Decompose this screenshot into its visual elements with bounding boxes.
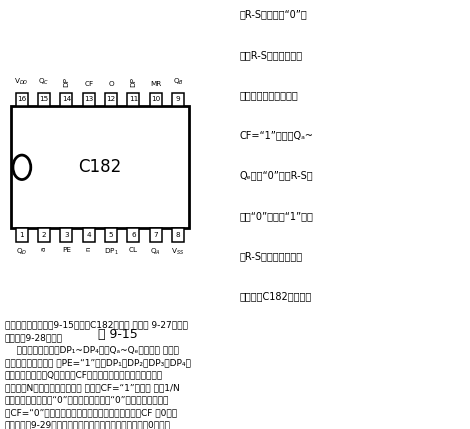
Text: 8: 8: [176, 232, 180, 238]
Text: 一条件，C182的管脚外: 一条件，C182的管脚外: [240, 291, 312, 301]
Text: 发器“0”输出为“1”，这: 发器“0”输出为“1”，这: [240, 211, 313, 221]
Text: V$_{SS}$: V$_{SS}$: [172, 247, 185, 257]
Bar: [83, 228, 95, 242]
Text: 5: 5: [109, 232, 113, 238]
Text: 出R-S触发器。“0”输: 出R-S触发器。“0”输: [240, 10, 307, 20]
Text: 联而设置的。当级联端: 联而设置的。当级联端: [240, 90, 298, 100]
Text: 进行级联N分频器时，不必另加 电路。CF=“1”，电路 具朇1/N: 进行级联N分频器时，不必另加 电路。CF=“1”，电路 具朇1/N: [5, 383, 180, 392]
Text: DP: DP: [63, 77, 70, 87]
Text: CF=“1”，并且Qₐ~: CF=“1”，并且Qₐ~: [240, 130, 313, 140]
Text: 14: 14: [62, 97, 71, 103]
Text: 16: 16: [17, 97, 26, 103]
Text: 4: 4: [86, 232, 91, 238]
Bar: [105, 93, 117, 106]
Text: Qₑ均为“0”时，R-S触: Qₑ均为“0”时，R-S触: [240, 171, 313, 181]
Text: 的数据送到相应的Q输出端。CF为电路的级联控制端，允许电路: 的数据送到相应的Q输出端。CF为电路的级联控制端，允许电路: [5, 371, 163, 380]
Text: MR: MR: [150, 81, 161, 87]
Text: 9: 9: [176, 97, 180, 103]
Bar: [60, 228, 72, 242]
Text: Q$_C$: Q$_C$: [39, 77, 50, 87]
Text: 2: 2: [42, 232, 47, 238]
Bar: [149, 93, 162, 106]
Text: DP: DP: [130, 77, 136, 87]
Text: 引线排列和功用如图9-15所示。C182的真値 表如表 9-27所示，: 引线排列和功用如图9-15所示。C182的真値 表如表 9-27所示，: [5, 321, 188, 330]
Bar: [38, 93, 50, 106]
Text: 计数器的逻辑功能：“0”输出端在减数到全“0”时有正脉冲输出，: 计数器的逻辑功能：“0”输出端在减数到全“0”时有正脉冲输出，: [5, 396, 169, 405]
Text: 12: 12: [106, 97, 116, 103]
Text: 15: 15: [39, 97, 49, 103]
Text: O: O: [108, 81, 114, 87]
Bar: [105, 228, 117, 242]
Bar: [83, 93, 95, 106]
Text: Q$_D$: Q$_D$: [16, 247, 27, 257]
Text: 13: 13: [84, 97, 94, 103]
Bar: [172, 228, 184, 242]
Bar: [11, 106, 189, 228]
Bar: [127, 228, 140, 242]
Bar: [38, 228, 50, 242]
Text: 端关系如表9-29所示），但是按十进制减法循环计数，而0输出一: 端关系如表9-29所示），但是按十进制减法循环计数，而0输出一: [5, 421, 171, 429]
Text: DP$_1$: DP$_1$: [104, 247, 118, 257]
Text: Q$_B$: Q$_B$: [172, 77, 183, 87]
Text: 3: 3: [64, 232, 69, 238]
Bar: [149, 228, 162, 242]
Bar: [60, 93, 72, 106]
Text: 输入端，当预置选通 端PE=“1”时，DP₁、DP₂、DP₃、DP₄上: 输入端，当预置选通 端PE=“1”时，DP₁、DP₂、DP₃、DP₄上: [5, 358, 190, 367]
Text: 10: 10: [151, 97, 160, 103]
Text: 功能如表9-28所示。: 功能如表9-28所示。: [5, 333, 63, 342]
Text: Q$_A$: Q$_A$: [150, 247, 161, 257]
Circle shape: [13, 155, 31, 179]
Text: 11: 11: [129, 97, 138, 103]
Bar: [16, 228, 28, 242]
Bar: [172, 93, 184, 106]
Bar: [127, 93, 140, 106]
Text: CF: CF: [84, 81, 93, 87]
Text: 1: 1: [19, 232, 24, 238]
Text: 在CF=“0”，电路仍然执行减法计数器的逻辑功能（CF 与0输出: 在CF=“0”，电路仍然执行减法计数器的逻辑功能（CF 与0输出: [5, 408, 177, 417]
Text: V$_{DD}$: V$_{DD}$: [15, 77, 29, 87]
Text: 是R-S触发器置数的唯: 是R-S触发器置数的唯: [240, 251, 303, 261]
Text: CL: CL: [129, 247, 138, 253]
Text: a: a: [41, 247, 47, 251]
Text: n: n: [86, 247, 92, 251]
Text: C182: C182: [78, 158, 122, 176]
Text: 7: 7: [153, 232, 158, 238]
Text: 图 9-15: 图 9-15: [98, 328, 137, 341]
Text: 出的R-S触发器是为级: 出的R-S触发器是为级: [240, 50, 303, 60]
Text: PE: PE: [62, 247, 71, 253]
Bar: [16, 93, 28, 106]
Text: 6: 6: [131, 232, 136, 238]
Text: 从功能表中可知，DP₁~DP₄是与Qₐ~Qₑ相对应的 预置数: 从功能表中可知，DP₁~DP₄是与Qₐ~Qₑ相对应的 预置数: [5, 346, 179, 355]
